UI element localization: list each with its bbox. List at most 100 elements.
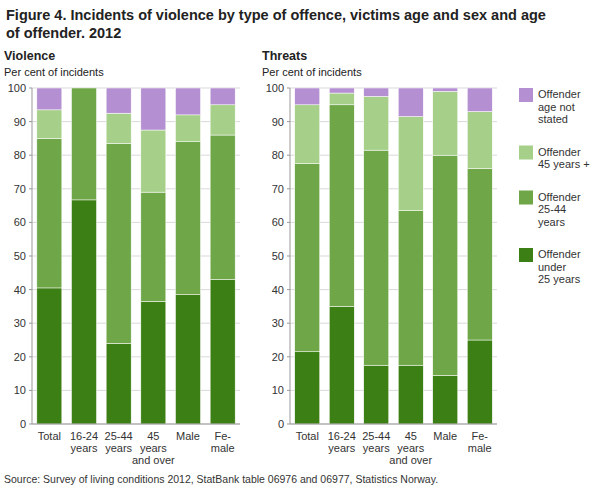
text-line: Total <box>296 430 319 442</box>
bars <box>37 88 235 424</box>
bar-segment <box>295 164 320 352</box>
y-tick-label: 20 <box>14 351 26 363</box>
x-tick-label: Fe-male <box>468 430 492 454</box>
legend: Offenderage notstatedOffender45 years +O… <box>519 88 590 285</box>
y-axis-line <box>32 88 33 424</box>
y-tick-label: 80 <box>272 149 284 161</box>
bar-segment <box>329 93 354 105</box>
bar-segment <box>141 130 166 192</box>
bar-segment <box>37 138 62 288</box>
legend-swatch <box>519 146 533 160</box>
bar-segment <box>176 295 201 424</box>
text-line: Fe- <box>472 430 489 442</box>
bar-segment <box>295 88 320 105</box>
background <box>0 0 610 488</box>
text-line: Figure 4. Incidents of violence by type … <box>6 7 546 23</box>
x-tick-label: 45yearsand over <box>389 430 432 466</box>
panel: ThreatsPer cent of incidents010203040506… <box>262 49 497 466</box>
y-tick-label: 70 <box>14 183 26 195</box>
x-tick-label: 16-24years <box>70 430 98 454</box>
text-line: of offender. 2012 <box>6 25 121 41</box>
bar-segment <box>433 88 458 91</box>
bar-segment <box>210 280 235 424</box>
bar-segment <box>210 135 235 279</box>
y-tick-label: 0 <box>278 418 284 430</box>
x-tick-label: Male <box>433 430 457 442</box>
y-tick-label: 20 <box>272 351 284 363</box>
bar-segment <box>433 155 458 375</box>
y-tick-label: 50 <box>272 250 284 262</box>
text-line: 45 <box>405 430 417 442</box>
text-line: Offender <box>538 88 581 100</box>
grid-line <box>32 88 240 89</box>
text-line: and over <box>132 454 175 466</box>
bar-segment <box>467 340 492 424</box>
legend-label: Offenderage notstated <box>538 88 581 125</box>
bar-segment <box>141 88 166 130</box>
bar-segment <box>467 88 492 112</box>
grid-line <box>32 424 240 425</box>
bar-segment <box>176 142 201 295</box>
bar-segment <box>37 110 62 139</box>
text-line: 45 years + <box>538 158 590 170</box>
legend-swatch <box>519 248 533 262</box>
y-tick-label: 80 <box>14 149 26 161</box>
bar-segment <box>72 88 97 200</box>
text-line: 25-44 <box>538 203 566 215</box>
bar-segment <box>398 88 423 117</box>
bar-segment <box>106 343 131 424</box>
bar-segment <box>364 365 389 424</box>
text-line: Male <box>176 430 200 442</box>
grid-line <box>32 390 240 391</box>
grid-line <box>290 356 497 357</box>
bar-segment <box>106 113 131 143</box>
grid-line <box>290 155 497 156</box>
bar-segment <box>72 88 97 89</box>
text-line: male <box>211 442 235 454</box>
text-line: 25-44 <box>105 430 133 442</box>
bar-segment <box>141 301 166 424</box>
bar-segment <box>364 96 389 150</box>
x-tick-label: 45yearsand over <box>132 430 175 466</box>
grid-line <box>32 121 240 122</box>
grid-line <box>32 356 240 357</box>
text-line: age not <box>538 101 575 113</box>
bar-segment <box>398 365 423 424</box>
y-tick-label: 60 <box>272 216 284 228</box>
text-line: years <box>363 442 390 454</box>
legend-swatch <box>519 88 533 102</box>
x-tick-label: Total <box>38 430 61 442</box>
text-line: male <box>468 442 492 454</box>
text-line: years <box>71 442 98 454</box>
y-tick-label: 100 <box>266 82 284 94</box>
panel-title: Threats <box>262 49 307 63</box>
legend-label: Offender25-44years <box>538 191 581 228</box>
grid-line <box>290 188 497 189</box>
bar-segment <box>106 88 131 113</box>
grid-line <box>290 289 497 290</box>
figure: Figure 4. Incidents of violence by type … <box>0 0 610 488</box>
panel-subtitle: Per cent of incidents <box>262 66 362 78</box>
legend-label: Offender45 years + <box>538 146 590 171</box>
bar-segment <box>210 105 235 135</box>
text-line: under <box>538 261 566 273</box>
x-tick-label: Total <box>296 430 319 442</box>
legend-swatch <box>519 191 533 205</box>
x-tick-label: Male <box>176 430 200 442</box>
grid-line <box>32 155 240 156</box>
bar-segment <box>176 115 201 142</box>
grid-line <box>32 256 240 257</box>
text-line: years <box>140 442 167 454</box>
text-line: 25-44 <box>362 430 390 442</box>
bar-segment <box>210 88 235 105</box>
bar-segment <box>364 88 389 96</box>
x-tick-label: 16-24years <box>328 430 356 454</box>
text-line: years <box>105 442 132 454</box>
x-tick-label: 25-44years <box>105 430 133 454</box>
x-tick-label: Fe-male <box>211 430 235 454</box>
grid-line <box>290 424 497 425</box>
text-line: years <box>538 216 565 228</box>
y-tick-label: 100 <box>8 82 26 94</box>
y-tick-label: 90 <box>272 116 284 128</box>
grid-line <box>290 256 497 257</box>
